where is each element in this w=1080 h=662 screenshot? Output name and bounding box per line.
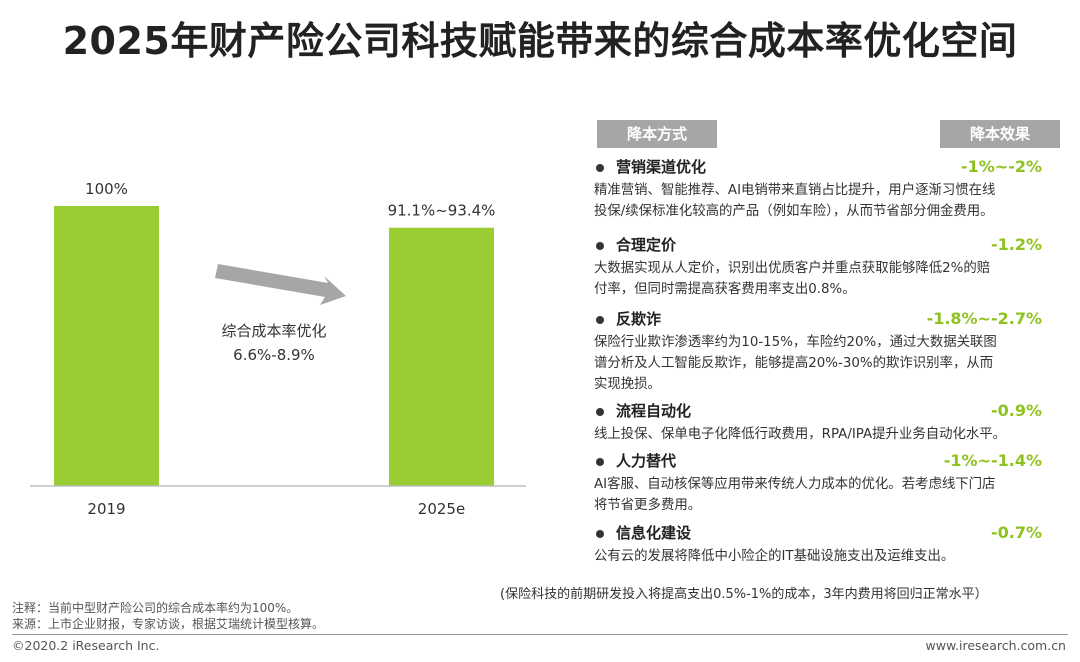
- bullet-icon: [596, 458, 604, 466]
- method-effect: -0.7%: [990, 523, 1042, 542]
- method-item: 流程自动化 -0.9% 线上投保、保单电子化降低行政费用，RPA/IPA提升业务自动…: [594, 400, 1070, 445]
- website-url: www.iresearch.com.cn: [925, 638, 1067, 653]
- bullet-icon: [596, 316, 604, 324]
- decrease-arrow-icon: [215, 264, 346, 305]
- method-item: 合理定价 -1.2% 大数据实现从人定价，识别出优质客户并重点获取能够降低2%的赔付…: [594, 234, 1070, 300]
- method-description-line: 公有云的发展将降低中小险企的IT基础设施支出及运维支出。: [594, 549, 955, 564]
- method-description-line: 保险行业欺诈渗透率约为10-15%，车险约20%，通过大数据关联图: [594, 335, 997, 350]
- method-effect: -0.9%: [990, 401, 1042, 420]
- category-label: 2025e: [418, 500, 465, 518]
- method-item: 人力替代 -1%~-1.4% AI客服、自动核保等应用带来传统人力成本的优化。若考虑…: [594, 450, 1070, 516]
- method-effect: -1.2%: [990, 235, 1042, 254]
- method-description-line: 付率，但同时需提高获客费用率支出0.8%。: [594, 282, 856, 297]
- annotation-value: 6.6%-8.9%: [233, 346, 315, 364]
- bullet-icon: [596, 530, 604, 538]
- bullet-icon: [596, 242, 604, 250]
- method-title: 营销渠道优化: [616, 158, 707, 176]
- method-item-header: 人力替代 -1%~-1.4%: [594, 450, 1070, 474]
- method-description-line: 精准营销、智能推荐、AI电销带来直销占比提升，用户逐渐习惯在线: [594, 183, 996, 198]
- bar-2019: [54, 206, 159, 486]
- column-header-effect: 降本效果: [940, 120, 1060, 148]
- method-item-header: 合理定价 -1.2%: [594, 234, 1070, 258]
- method-item-header: 流程自动化 -0.9%: [594, 400, 1070, 424]
- column-header-method: 降本方式: [597, 120, 717, 148]
- method-item-header: 营销渠道优化 -1%~-2%: [594, 156, 1070, 180]
- method-item-header: 反欺诈 -1.8%~-2.7%: [594, 308, 1070, 332]
- method-description-line: 谱分析及人工智能反欺诈，能够提高20%-30%的欺诈识别率，从而: [594, 356, 994, 371]
- bar-value-label: 91.1%~93.4%: [388, 202, 496, 220]
- method-item: 反欺诈 -1.8%~-2.7% 保险行业欺诈渗透率约为10-15%，车险约20%，通…: [594, 308, 1070, 395]
- method-title: 信息化建设: [616, 524, 692, 542]
- bullet-icon: [596, 408, 604, 416]
- source-note: 来源：上市企业财报，专家访谈，根据艾瑞统计模型核算。: [12, 617, 325, 631]
- method-title: 人力替代: [616, 452, 677, 470]
- category-label: 2019: [87, 500, 125, 518]
- bullet-icon: [596, 164, 604, 172]
- method-effect: -1%~-2%: [960, 157, 1042, 176]
- method-effect: -1%~-1.4%: [943, 451, 1042, 470]
- method-item-header: 信息化建设 -0.7%: [594, 522, 1070, 546]
- annotation-label: 综合成本率优化: [221, 322, 326, 340]
- bar-2025e: [389, 227, 494, 486]
- method-description-line: 大数据实现从人定价，识别出优质客户并重点获取能够降低2%的赔: [594, 261, 991, 276]
- method-description-line: 实现挽损。: [594, 377, 661, 392]
- bar-chart: 100% 2019 91.1%~93.4% 2025e 综合成本率优化 6.6%-8.9%: [30, 180, 526, 518]
- method-description-line: AI客服、自动核保等应用带来传统人力成本的优化。若考虑线下门店: [594, 477, 996, 492]
- annotation-note: 注释：当前中型财产险公司的综合成本率约为100%。: [12, 601, 299, 615]
- page-title: 2025年财产险公司科技赋能带来的综合成本率优化空间: [62, 19, 1018, 63]
- method-title: 反欺诈: [616, 310, 662, 328]
- method-description-line: 线上投保、保单电子化降低行政费用，RPA/IPA提升业务自动化水平。: [594, 427, 1007, 442]
- footer-divider: [12, 634, 1068, 635]
- copyright: ©2020.2 iResearch Inc.: [12, 638, 160, 653]
- method-effect: -1.8%~-2.7%: [926, 309, 1042, 328]
- bar-value-label: 100%: [85, 180, 128, 198]
- method-description-line: 将节省更多费用。: [594, 498, 702, 513]
- method-item: 营销渠道优化 -1%~-2% 精准营销、智能推荐、AI电销带来直销占比提升，用户逐渐…: [594, 156, 1070, 222]
- method-title: 流程自动化: [616, 402, 692, 420]
- method-item: 信息化建设 -0.7% 公有云的发展将降低中小险企的IT基础设施支出及运维支出。: [594, 522, 1070, 567]
- method-description-line: 投保/续保标准化较高的产品（例如车险），从而节省部分佣金费用。: [594, 204, 994, 219]
- method-title: 合理定价: [616, 236, 677, 254]
- rd-cost-note: (保险科技的前期研发投入将提高支出0.5%-1%的成本，3年内费用将回归正常水平…: [500, 587, 988, 602]
